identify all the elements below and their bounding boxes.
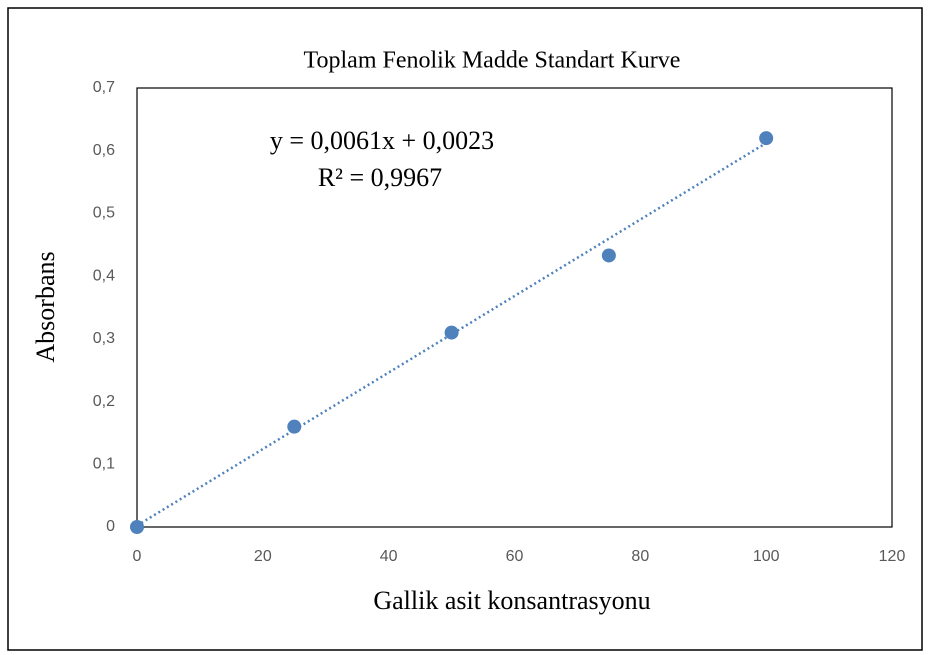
x-tick-label: 60 bbox=[506, 548, 524, 565]
y-tick-label: 0,6 bbox=[93, 142, 115, 159]
data-point bbox=[130, 520, 144, 534]
y-tick-label: 0,1 bbox=[93, 456, 115, 473]
x-tick-label: 80 bbox=[631, 548, 649, 565]
y-tick-label: 0,5 bbox=[93, 205, 115, 222]
x-tick-label: 40 bbox=[380, 548, 398, 565]
y-tick-label: 0,3 bbox=[93, 330, 115, 347]
data-point bbox=[601, 248, 616, 263]
frame bbox=[7, 7, 923, 651]
y-tick-label: 0,7 bbox=[93, 79, 115, 96]
x-tick-label: 120 bbox=[879, 548, 906, 565]
r-squared: R² = 0,9967 bbox=[318, 163, 442, 192]
x-tick-label: 0 bbox=[133, 548, 142, 565]
y-axis-label: Absorbans bbox=[31, 251, 60, 362]
chart-title: Toplam Fenolik Madde Standart Kurve bbox=[304, 48, 681, 74]
y-tick-label: 0,2 bbox=[93, 393, 115, 410]
plot-area bbox=[136, 87, 893, 528]
equation: y = 0,0061x + 0,0023 bbox=[270, 126, 494, 155]
x-tick-label: 20 bbox=[254, 548, 272, 565]
data-point bbox=[287, 419, 302, 434]
data-point bbox=[444, 325, 459, 340]
y-tick-label: 0 bbox=[106, 518, 115, 535]
y-tick-label: 0,4 bbox=[93, 267, 115, 284]
x-axis-label: Gallik asit konsantrasyonu bbox=[373, 586, 650, 615]
data-point bbox=[759, 131, 774, 146]
x-tick-label: 100 bbox=[753, 548, 780, 565]
